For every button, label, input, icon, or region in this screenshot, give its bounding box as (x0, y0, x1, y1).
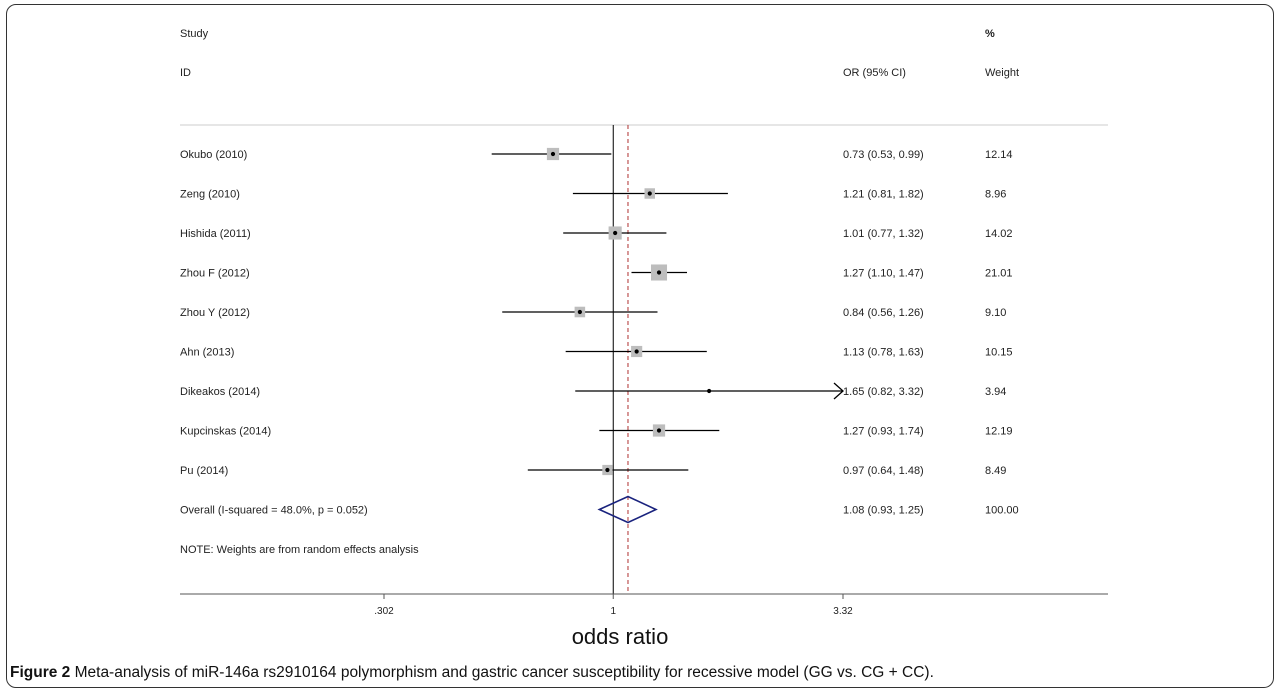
study-rows: Okubo (2010) 0.73 (0.53, 0.99) 12.14 Zeng (… (180, 149, 1019, 517)
study-label: Okubo (2010) (180, 149, 247, 161)
study-or-ci: 1.01 (0.77, 1.32) (843, 228, 924, 240)
study-or-ci: 1.65 (0.82, 3.32) (843, 386, 924, 398)
point-estimate (707, 388, 712, 394)
study-label: Zhou Y (2012) (180, 307, 250, 319)
study-or-ci: 1.21 (0.81, 1.82) (843, 189, 924, 201)
study-weight: 8.49 (985, 465, 1006, 477)
study-or-ci: 1.27 (1.10, 1.47) (843, 268, 924, 280)
point-estimate (656, 270, 662, 275)
study-label: Pu (2014) (180, 465, 228, 477)
x-axis-ticks: .302 1 3.32 (374, 594, 853, 617)
point-estimate (647, 191, 652, 196)
study-label: Dikeakos (2014) (180, 386, 260, 398)
study-label: Zhou F (2012) (180, 268, 250, 280)
study-weight: 12.19 (985, 426, 1013, 438)
x-axis-label: odds ratio (572, 624, 669, 649)
note-text: NOTE: Weights are from random effects an… (180, 544, 419, 556)
x-tick-label: .302 (374, 606, 394, 617)
study-or-ci: 0.97 (0.64, 1.48) (843, 465, 924, 477)
point-estimate (634, 349, 639, 354)
study-weight: 14.02 (985, 228, 1013, 240)
header-percent: % (985, 28, 995, 40)
study-or-ci: 1.13 (0.78, 1.63) (843, 347, 924, 359)
study-label: Kupcinskas (2014) (180, 426, 271, 438)
caption-text: Meta-analysis of miR-146a rs2910164 poly… (70, 664, 934, 681)
point-estimate (613, 230, 618, 236)
study-weight: 8.96 (985, 189, 1006, 201)
point-estimate (577, 309, 582, 315)
header-study: Study (180, 28, 209, 40)
ci-arrow (833, 382, 844, 400)
header-weight: Weight (985, 67, 1019, 79)
figure-caption: Figure 2 Meta-analysis of miR-146a rs291… (10, 664, 1272, 682)
study-or-ci: 0.84 (0.56, 1.26) (843, 307, 924, 319)
header-or-ci: OR (95% CI) (843, 67, 906, 79)
column-headers: Study ID OR (95% CI) % Weight (180, 28, 1019, 79)
point-estimate (605, 467, 610, 473)
caption-label: Figure 2 (10, 664, 71, 681)
overall-weight: 100.00 (985, 505, 1019, 517)
study-or-ci: 1.27 (0.93, 1.74) (843, 426, 924, 438)
study-weight: 3.94 (985, 386, 1006, 398)
plot-marks (491, 125, 844, 594)
study-label: Hishida (2011) (180, 228, 251, 240)
header-id: ID (180, 67, 191, 79)
point-estimate (656, 428, 662, 433)
study-weight: 12.14 (985, 149, 1013, 161)
study-weight: 10.15 (985, 347, 1013, 359)
overall-diamond (597, 495, 658, 524)
study-label: Zeng (2010) (180, 189, 240, 201)
study-weight: 21.01 (985, 268, 1013, 280)
x-tick-label: 3.32 (833, 606, 853, 617)
study-or-ci: 0.73 (0.53, 0.99) (843, 149, 924, 161)
overall-label: Overall (I-squared = 48.0%, p = 0.052) (180, 505, 368, 517)
x-tick-label: 1 (610, 606, 616, 617)
study-label: Ahn (2013) (180, 347, 234, 359)
point-estimate (550, 151, 556, 157)
overall-or-ci: 1.08 (0.93, 1.25) (843, 505, 924, 517)
study-weight: 9.10 (985, 307, 1006, 319)
